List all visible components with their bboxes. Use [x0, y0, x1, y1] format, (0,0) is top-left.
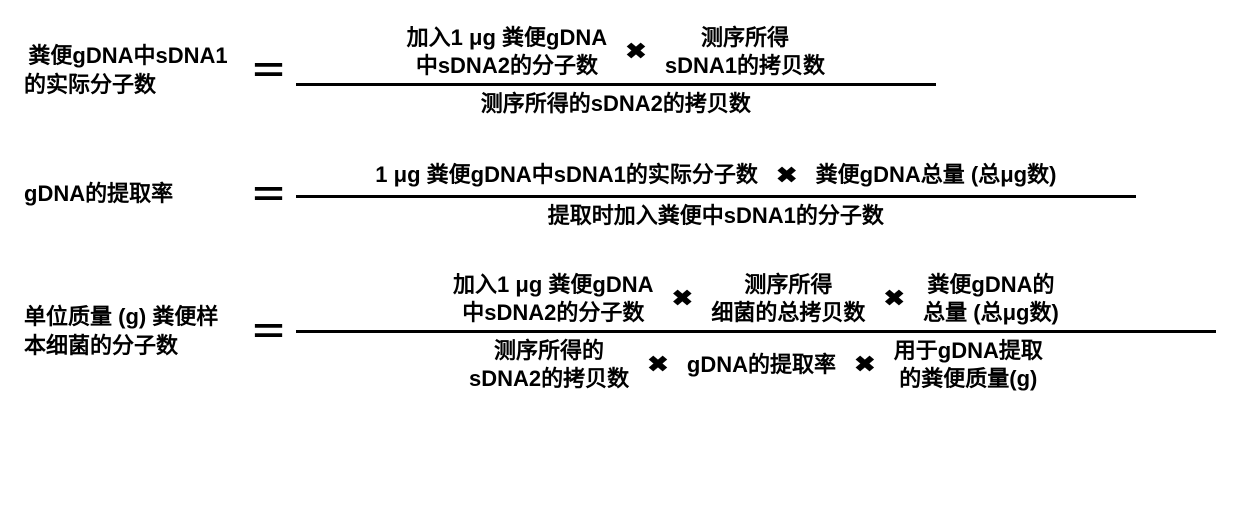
eq3-lhs-l2: 本细菌的分子数: [24, 332, 178, 361]
eq3-den-term-c: 用于gDNA提取 的粪便质量(g): [894, 337, 1043, 392]
multiply-icon: ✖: [672, 285, 694, 311]
eq1-fraction: 加入1 μg 粪便gDNA 中sDNA2的分子数 ✖ 测序所得 sDNA1的拷贝…: [296, 20, 936, 122]
eq3-num-term-b: 测序所得 细菌的总拷贝数: [711, 271, 865, 326]
eq1-lhs-line1: 粪便gDNA中sDNA1: [28, 42, 227, 71]
eq1-lhs-line2: 的实际分子数: [24, 71, 156, 100]
eq2-den-term: 提取时加入粪便中sDNA1的分子数: [548, 202, 884, 230]
equals-sign: =: [253, 51, 282, 90]
eq3-denominator: 测序所得的 sDNA2的拷贝数 ✖ gDNA的提取率 ✖ 用于gDNA提取 的粪…: [296, 333, 1216, 396]
equation-2: gDNA的提取率 = 1 μg 粪便gDNA中sDNA1的实际分子数 ✖ 粪便g…: [24, 156, 1216, 234]
equals-sign: =: [253, 312, 282, 351]
eq3-num-c-l2: 总量 (总μg数): [923, 299, 1059, 327]
eq3-den-a-l2: sDNA2的拷贝数: [469, 365, 629, 393]
multiply-icon: ✖: [625, 38, 647, 64]
eq1-num-b-l1: 测序所得: [701, 24, 789, 52]
eq1-num-a-l1: 加入1 μg 粪便gDNA: [407, 24, 607, 52]
eq3-fraction: 加入1 μg 粪便gDNA 中sDNA2的分子数 ✖ 测序所得 细菌的总拷贝数 …: [296, 267, 1216, 396]
eq3-den-term-b: gDNA的提取率: [687, 351, 836, 379]
eq3-num-a-l1: 加入1 μg 粪便gDNA: [453, 271, 653, 299]
multiply-icon: ✖: [854, 351, 876, 377]
multiply-icon: ✖: [647, 351, 669, 377]
eq1-lhs: 粪便gDNA中sDNA1 的实际分子数: [24, 42, 232, 99]
eq3-den-term-a: 测序所得的 sDNA2的拷贝数: [469, 337, 629, 392]
eq3-den-a-l1: 测序所得的: [494, 337, 604, 365]
eq1-denominator: 测序所得的sDNA2的拷贝数: [296, 86, 936, 122]
eq3-num-term-a: 加入1 μg 粪便gDNA 中sDNA2的分子数: [453, 271, 653, 326]
eq3-den-c-l1: 用于gDNA提取: [894, 337, 1043, 365]
eq3-lhs-l1: 单位质量 (g) 粪便样: [24, 303, 218, 332]
eq2-num-term-b: 粪便gDNA总量 (总μg数): [816, 161, 1057, 189]
eq3-num-b-l2: 细菌的总拷贝数: [711, 299, 865, 327]
equation-3: 单位质量 (g) 粪便样 本细菌的分子数 = 加入1 μg 粪便gDNA 中sD…: [24, 267, 1216, 396]
eq1-num-term-a: 加入1 μg 粪便gDNA 中sDNA2的分子数: [407, 24, 607, 79]
eq2-num-term-a: 1 μg 粪便gDNA中sDNA1的实际分子数: [375, 161, 758, 189]
eq1-num-a-l2: 中sDNA2的分子数: [416, 52, 598, 80]
multiply-icon: ✖: [776, 162, 798, 188]
eq1-num-term-b: 测序所得 sDNA1的拷贝数: [665, 24, 825, 79]
eq2-lhs: gDNA的提取率: [24, 180, 232, 209]
eq3-num-term-c: 粪便gDNA的 总量 (总μg数): [923, 271, 1059, 326]
eq1-num-b-l2: sDNA1的拷贝数: [665, 52, 825, 80]
eq2-denominator: 提取时加入粪便中sDNA1的分子数: [296, 198, 1136, 234]
eq2-numerator: 1 μg 粪便gDNA中sDNA1的实际分子数 ✖ 粪便gDNA总量 (总μg数…: [296, 156, 1136, 195]
eq3-num-a-l2: 中sDNA2的分子数: [462, 299, 644, 327]
eq3-numerator: 加入1 μg 粪便gDNA 中sDNA2的分子数 ✖ 测序所得 细菌的总拷贝数 …: [296, 267, 1216, 330]
eq1-numerator: 加入1 μg 粪便gDNA 中sDNA2的分子数 ✖ 测序所得 sDNA1的拷贝…: [296, 20, 936, 83]
eq2-fraction: 1 μg 粪便gDNA中sDNA1的实际分子数 ✖ 粪便gDNA总量 (总μg数…: [296, 156, 1136, 234]
multiply-icon: ✖: [883, 285, 905, 311]
equals-sign: =: [253, 175, 282, 214]
eq3-num-b-l1: 测序所得: [744, 271, 832, 299]
equation-1: 粪便gDNA中sDNA1 的实际分子数 = 加入1 μg 粪便gDNA 中sDN…: [24, 20, 1216, 122]
eq3-den-c-l2: 的粪便质量(g): [899, 365, 1037, 393]
eq1-den-term: 测序所得的sDNA2的拷贝数: [481, 90, 751, 118]
eq3-num-c-l1: 粪便gDNA的: [927, 271, 1054, 299]
eq3-lhs: 单位质量 (g) 粪便样 本细菌的分子数: [24, 303, 232, 360]
